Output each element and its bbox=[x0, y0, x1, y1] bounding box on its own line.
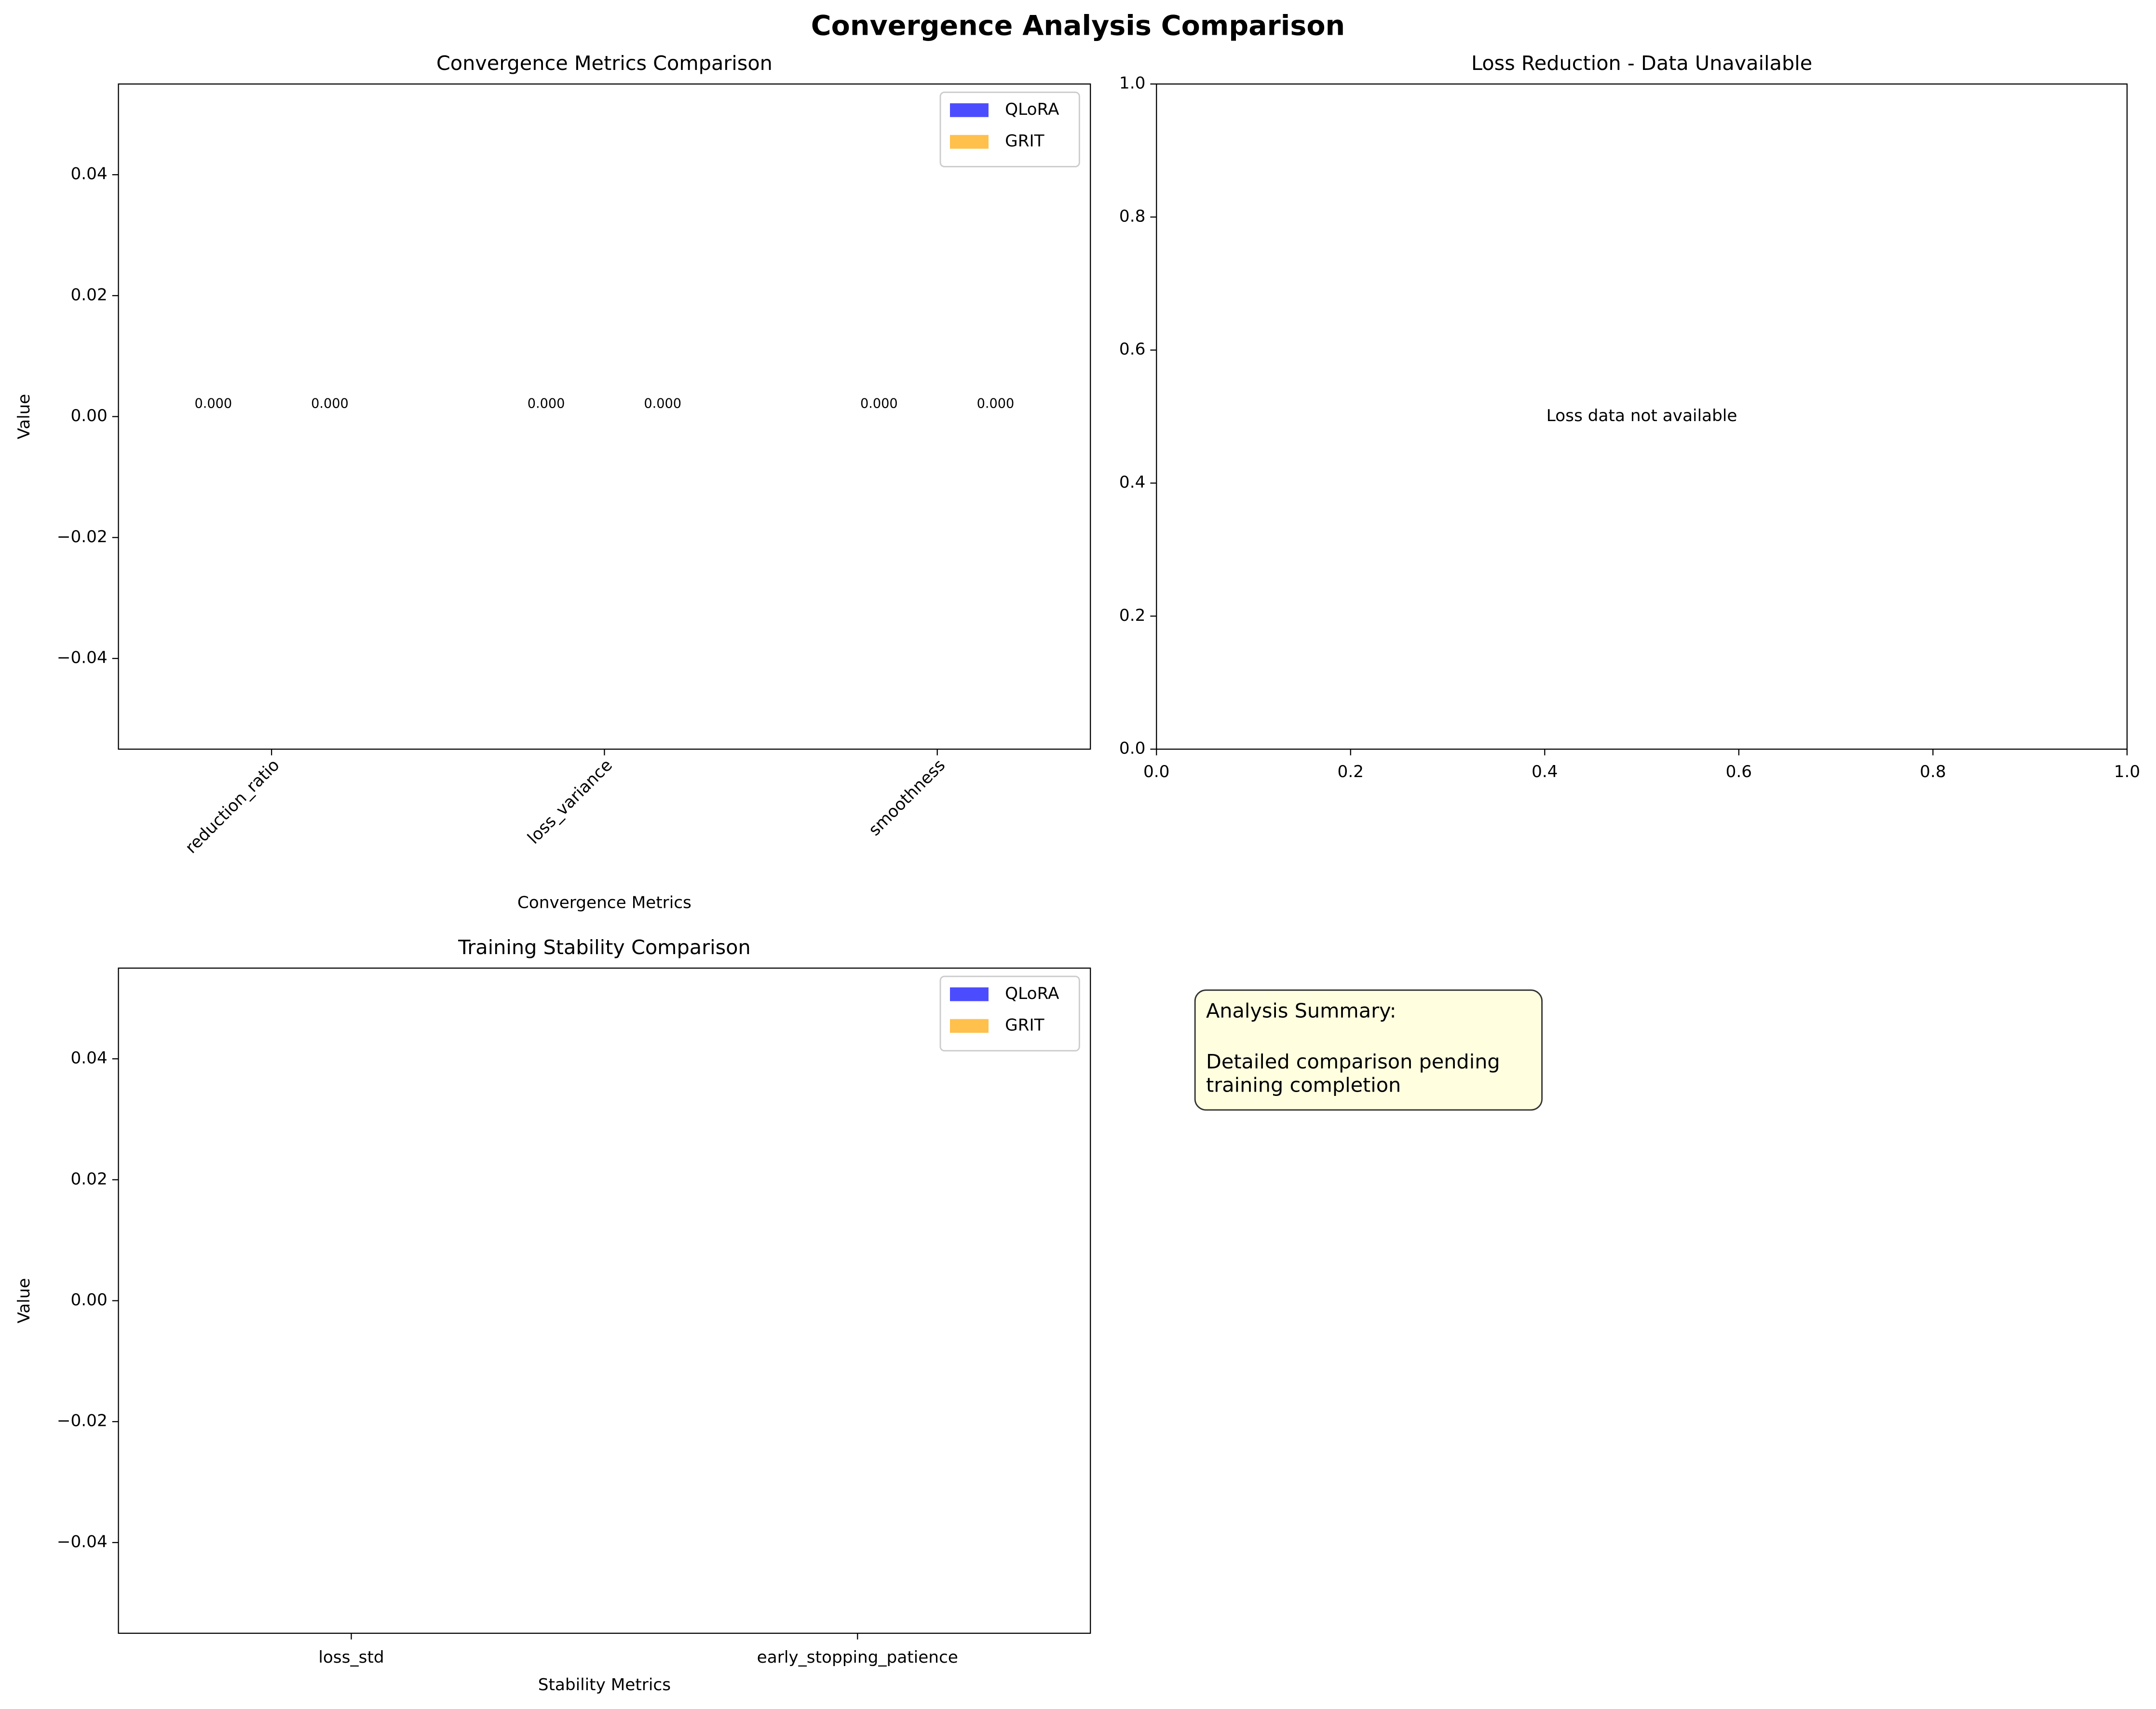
y-tick-label: −0.02 bbox=[57, 1411, 108, 1431]
x-axis-label: Stability Metrics bbox=[538, 1675, 671, 1695]
y-tick-label: 0.4 bbox=[1119, 473, 1145, 492]
y-tick-label: 0.2 bbox=[1119, 606, 1145, 625]
y-tick-label: 0.8 bbox=[1119, 206, 1145, 226]
subplot-title: Training Stability Comparison bbox=[458, 936, 751, 959]
value-label: 0.000 bbox=[860, 396, 898, 411]
y-tick-label: 0.00 bbox=[70, 1290, 107, 1310]
legend-label: GRIT bbox=[1005, 1015, 1044, 1035]
x-tick-label: 0.8 bbox=[1920, 762, 1946, 781]
y-tick-label: −0.04 bbox=[57, 648, 108, 668]
summary-box bbox=[1194, 989, 1543, 1111]
axes-frame bbox=[118, 83, 1091, 750]
y-tick-label: 0.04 bbox=[70, 1049, 107, 1068]
axes-frame bbox=[118, 967, 1091, 1634]
value-label: 0.000 bbox=[528, 396, 565, 411]
y-tick-label: −0.04 bbox=[57, 1532, 108, 1551]
x-tick-label: 0.6 bbox=[1726, 762, 1752, 781]
legend-swatch bbox=[949, 987, 989, 1001]
x-tick-label: early_stopping_patience bbox=[757, 1648, 958, 1667]
x-tick-label: 1.0 bbox=[2114, 762, 2140, 781]
x-tick-label: loss_std bbox=[318, 1648, 384, 1667]
figure-title: Convergence Analysis Comparison bbox=[811, 10, 1345, 42]
subplot-title: Loss Reduction - Data Unavailable bbox=[1471, 52, 1812, 75]
summary-line: Analysis Summary: bbox=[1206, 999, 1397, 1022]
annotation: Loss data not available bbox=[1546, 406, 1737, 425]
legend-swatch bbox=[949, 103, 989, 117]
y-tick-label: 0.0 bbox=[1119, 739, 1145, 758]
value-label: 0.000 bbox=[977, 396, 1015, 411]
x-tick-label: 0.4 bbox=[1532, 762, 1558, 781]
legend-swatch bbox=[949, 1019, 989, 1033]
y-tick-label: 0.02 bbox=[70, 285, 107, 304]
summary-line: Detailed comparison pending bbox=[1206, 1050, 1500, 1073]
y-axis-label: Value bbox=[14, 1278, 34, 1323]
axes-frame bbox=[1156, 83, 2128, 750]
legend-label: QLoRA bbox=[1005, 100, 1059, 119]
y-tick-label: 0.6 bbox=[1119, 340, 1145, 359]
subplot-title: Convergence Metrics Comparison bbox=[436, 52, 773, 75]
y-axis-label: Value bbox=[14, 394, 34, 439]
y-tick-label: 0.00 bbox=[70, 406, 107, 425]
value-label: 0.000 bbox=[644, 396, 681, 411]
y-tick-label: 0.04 bbox=[70, 164, 107, 184]
legend-label: QLoRA bbox=[1005, 984, 1059, 1003]
x-axis-label: Convergence Metrics bbox=[517, 893, 692, 912]
x-tick-label: 0.2 bbox=[1338, 762, 1364, 781]
value-label: 0.000 bbox=[195, 396, 232, 411]
x-tick-label: 0.0 bbox=[1143, 762, 1169, 781]
legend-label: GRIT bbox=[1005, 132, 1044, 151]
y-tick-label: 1.0 bbox=[1119, 74, 1145, 93]
legend-swatch bbox=[949, 135, 989, 149]
y-tick-label: 0.02 bbox=[70, 1169, 107, 1189]
summary-line: training completion bbox=[1206, 1074, 1401, 1097]
y-tick-label: −0.02 bbox=[57, 527, 108, 547]
value-label: 0.000 bbox=[311, 396, 349, 411]
